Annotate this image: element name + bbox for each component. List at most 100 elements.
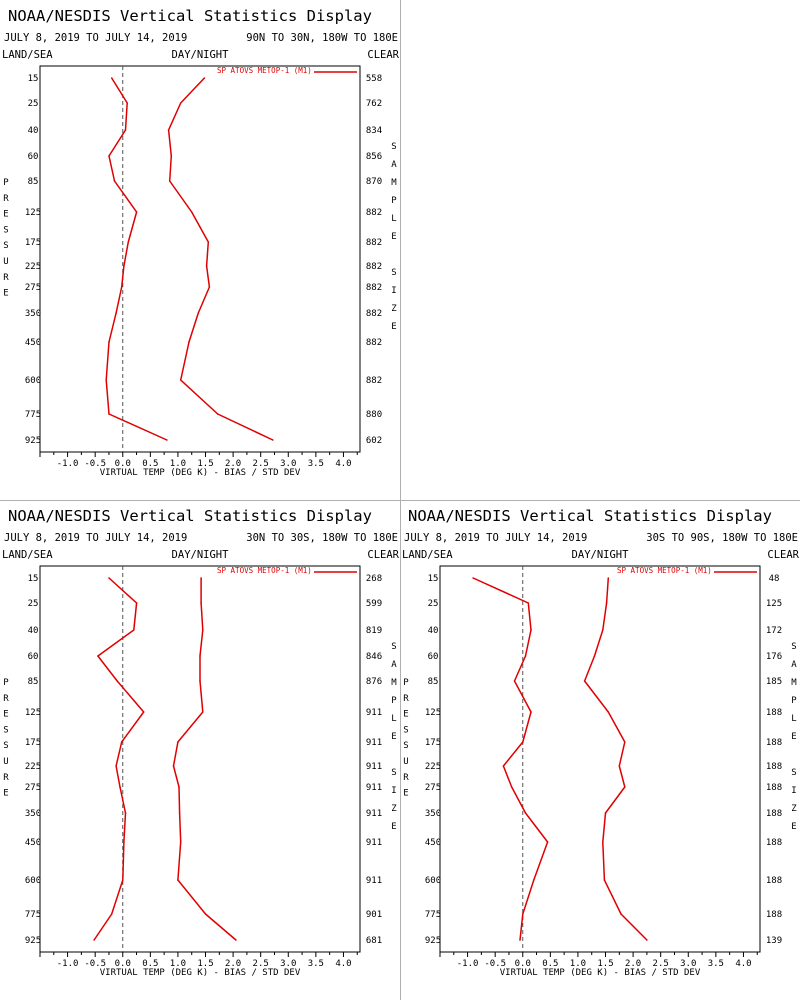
- sample-size-label: 882: [366, 262, 382, 272]
- std-dev-point: [607, 577, 610, 579]
- bias-point: [519, 939, 521, 941]
- sample-size-label: 268: [366, 574, 382, 584]
- std-dev-point: [204, 913, 207, 915]
- pressure-level-label: 225: [425, 762, 441, 772]
- bias-point: [513, 680, 516, 682]
- sample-size-axis-letter: S: [791, 768, 796, 778]
- std-dev-point: [179, 379, 182, 381]
- sample-size-axis-letter: Z: [791, 804, 797, 814]
- sample-size-label: 834: [366, 126, 382, 136]
- std-dev-point: [604, 812, 607, 814]
- x-tick-label: 1.0: [170, 459, 186, 469]
- std-dev-point: [199, 655, 201, 657]
- std-dev-point: [200, 602, 202, 604]
- x-tick-label: 2.0: [225, 959, 241, 969]
- sample-size-label: 188: [766, 910, 782, 920]
- date-range: JULY 8, 2019 TO JULY 14, 2019: [404, 532, 587, 544]
- std-dev-point: [607, 711, 610, 713]
- legend-text: SP ATOVS METOP-1 (M1): [217, 66, 312, 75]
- std-dev-point: [646, 939, 648, 941]
- sample-size-label: 911: [366, 708, 382, 718]
- pressure-level-label: 925: [425, 936, 441, 946]
- std-dev-point: [177, 879, 179, 881]
- pressure-axis-letter: E: [403, 710, 408, 720]
- pressure-axis-letter: R: [403, 773, 409, 783]
- sample-size-label: 172: [766, 626, 782, 636]
- pressure-level-label: 175: [25, 238, 41, 248]
- bias-point: [105, 379, 108, 381]
- x-axis-label: VIRTUAL TEMP (DEG K) - BIAS / STD DEV: [100, 468, 301, 478]
- pressure-level-label: 450: [425, 838, 441, 848]
- x-tick-label: 0.0: [115, 459, 131, 469]
- bias-point: [108, 413, 110, 415]
- date-range: JULY 8, 2019 TO JULY 14, 2019: [4, 32, 187, 44]
- std-dev-point: [168, 180, 171, 182]
- std-dev-point: [207, 241, 210, 243]
- std-dev-point: [167, 129, 170, 131]
- pressure-level-label: 925: [25, 436, 41, 446]
- chart-svg: NOAA/NESDIS Vertical Statistics Display J…: [2, 7, 400, 478]
- region-label: 30S TO 90S, 180W TO 180E: [646, 532, 798, 544]
- pressure-level-label: 350: [425, 809, 441, 819]
- pressure-axis-letter: S: [3, 225, 8, 235]
- bias-point: [135, 211, 138, 213]
- std-dev-point: [178, 812, 181, 814]
- sample-size-axis-letter: P: [391, 196, 397, 206]
- sample-size-label: 882: [366, 376, 382, 386]
- bias-point: [124, 812, 127, 814]
- sample-size-label: 681: [366, 936, 382, 946]
- pressure-axis-letter: S: [3, 741, 8, 751]
- sample-size-label: 558: [366, 74, 382, 84]
- legend-text: SP ATOVS METOP-1 (M1): [217, 566, 312, 575]
- x-axis-label: VIRTUAL TEMP (DEG K) - BIAS / STD DEV: [500, 968, 701, 978]
- x-tick-label: -0.5: [484, 959, 506, 969]
- pressure-axis-letter: E: [3, 210, 8, 220]
- pressure-level-label: 775: [425, 910, 441, 920]
- std-dev-point: [177, 741, 179, 743]
- pressure-axis-letter: P: [3, 178, 9, 188]
- std-dev-point: [190, 211, 193, 213]
- pressure-level-label: 600: [425, 876, 441, 886]
- sample-size-label: 188: [766, 838, 782, 848]
- bias-point: [93, 939, 95, 941]
- sample-size-axis-letter: I: [391, 286, 396, 296]
- std-dev-point: [201, 629, 204, 631]
- pressure-axis-letter: S: [3, 241, 8, 251]
- chart-svg: NOAA/NESDIS Vertical Statistics Display J…: [402, 507, 800, 978]
- std-dev-series-line: [583, 577, 648, 941]
- pressure-level-label: 350: [25, 309, 41, 319]
- x-tick-label: 1.0: [570, 959, 586, 969]
- bias-point: [127, 241, 130, 243]
- pressure-axis-letter: U: [403, 757, 408, 767]
- std-dev-series-line: [172, 578, 237, 941]
- pressure-level-label: 85: [428, 677, 439, 687]
- pressure-axis-letter: E: [403, 789, 408, 799]
- chart-svg: NOAA/NESDIS Vertical Statistics Display J…: [2, 507, 400, 978]
- sample-size-label: 125: [766, 599, 782, 609]
- bias-point: [97, 655, 99, 657]
- bias-point: [119, 786, 121, 788]
- sample-size-label: 880: [366, 410, 382, 420]
- std-dev-point: [179, 102, 182, 104]
- bias-point: [527, 602, 530, 604]
- pressure-level-label: 25: [28, 599, 39, 609]
- pressure-axis-letter: U: [3, 757, 8, 767]
- sample-size-label: 901: [366, 910, 382, 920]
- pressure-axis-letter: R: [3, 273, 9, 283]
- pressure-level-label: 225: [25, 262, 41, 272]
- pressure-level-label: 275: [25, 783, 41, 793]
- x-tick-label: 2.5: [253, 959, 269, 969]
- pressure-level-label: 125: [25, 208, 41, 218]
- x-tick-label: 2.0: [625, 959, 641, 969]
- std-dev-point: [201, 711, 204, 713]
- sample-size-axis-letter: S: [791, 642, 796, 652]
- std-dev-point: [170, 155, 173, 157]
- bias-point: [530, 629, 532, 631]
- pressure-level-label: 60: [28, 652, 39, 662]
- region-label: 90N TO 30N, 180W TO 180E: [246, 32, 398, 44]
- pressure-level-label: 15: [28, 574, 39, 584]
- std-dev-point: [205, 265, 208, 267]
- pressure-axis-letter: R: [3, 694, 9, 704]
- sample-size-axis-letter: L: [391, 214, 396, 224]
- region-label: 30N TO 30S, 180W TO 180E: [246, 532, 398, 544]
